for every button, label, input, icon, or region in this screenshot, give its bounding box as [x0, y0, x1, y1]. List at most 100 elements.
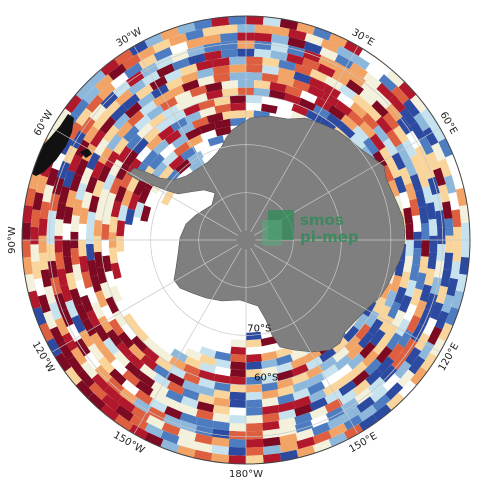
data-cell	[307, 372, 325, 387]
data-cell	[228, 455, 246, 464]
data-cell	[343, 40, 363, 56]
data-cell	[246, 331, 262, 341]
data-cell	[202, 34, 221, 45]
data-cell	[193, 441, 213, 453]
data-cell	[284, 92, 302, 105]
data-cell	[114, 185, 127, 203]
data-cell	[113, 137, 129, 155]
watermark-line1: smos	[300, 211, 344, 229]
data-cell	[451, 209, 462, 228]
data-cell	[99, 345, 117, 364]
data-cell	[72, 98, 90, 118]
data-cell	[291, 103, 309, 117]
data-cell	[401, 338, 418, 357]
data-cell	[347, 353, 365, 370]
data-cell	[327, 104, 346, 121]
data-cell	[136, 122, 154, 139]
data-cell	[70, 346, 88, 366]
data-cell	[409, 263, 420, 282]
data-cell	[122, 369, 141, 387]
data-cell	[153, 47, 173, 62]
data-cell	[193, 449, 213, 462]
data-cell	[413, 112, 430, 132]
data-cell	[324, 398, 343, 414]
data-cell	[403, 158, 418, 177]
data-cell	[387, 160, 402, 179]
data-cell	[432, 193, 444, 212]
data-cell	[212, 57, 230, 68]
data-cell	[246, 384, 263, 393]
data-cell	[88, 382, 107, 401]
data-cell	[418, 136, 434, 156]
data-cell	[286, 53, 305, 66]
data-cell	[402, 139, 418, 158]
data-cell	[394, 175, 407, 194]
data-cell	[424, 268, 436, 287]
data-cell	[386, 392, 405, 411]
data-cell	[171, 57, 190, 71]
data-cell	[343, 325, 360, 343]
data-cell	[196, 67, 215, 79]
data-cell	[24, 273, 37, 293]
data-cell	[94, 251, 104, 269]
data-cell	[64, 299, 79, 319]
data-cell	[438, 158, 452, 178]
data-cell	[50, 276, 62, 296]
data-cell	[100, 58, 120, 76]
data-cell	[327, 414, 346, 430]
data-cell	[127, 193, 140, 211]
data-cell	[336, 372, 355, 388]
data-cell	[157, 125, 175, 141]
data-cell	[358, 414, 378, 431]
data-cell	[352, 379, 371, 396]
data-cell	[187, 53, 206, 66]
data-cell	[293, 71, 312, 85]
data-cell	[418, 206, 429, 224]
data-cell	[165, 76, 184, 91]
data-cell	[277, 393, 295, 405]
data-cell	[72, 263, 83, 282]
data-cell	[37, 294, 51, 314]
data-cell	[229, 64, 246, 73]
data-cell	[74, 338, 91, 357]
data-cell	[123, 149, 139, 167]
data-cell	[379, 146, 395, 165]
data-cell	[149, 75, 168, 91]
data-cell	[197, 393, 215, 405]
data-cell	[437, 227, 446, 245]
data-cell	[42, 184, 54, 203]
data-cell	[121, 189, 134, 207]
data-cell	[30, 226, 39, 245]
data-cell	[391, 351, 408, 371]
data-cell	[446, 277, 459, 297]
data-cell	[254, 24, 273, 34]
data-cell	[364, 358, 382, 376]
data-cell	[203, 42, 222, 53]
data-cell	[253, 80, 271, 90]
data-cell	[372, 150, 388, 169]
longitude-label: 180°W	[229, 469, 263, 480]
data-cell	[187, 150, 204, 165]
data-cell	[106, 329, 123, 347]
data-cell	[33, 306, 47, 326]
data-cell	[160, 439, 180, 453]
data-cell	[199, 106, 217, 118]
data-cell	[349, 133, 366, 151]
data-cell	[361, 350, 379, 368]
data-cell	[213, 96, 231, 107]
data-cell	[277, 401, 296, 413]
data-cell	[112, 80, 131, 98]
data-cell	[372, 394, 391, 412]
data-cell	[312, 439, 332, 453]
data-cell	[80, 360, 98, 379]
data-cell	[420, 352, 437, 372]
data-cell	[183, 103, 201, 117]
data-cell	[101, 394, 120, 412]
data-cell	[372, 404, 392, 422]
data-cell	[436, 244, 446, 262]
data-cell	[229, 384, 246, 393]
data-cell	[103, 385, 123, 403]
data-cell	[399, 107, 417, 127]
meridian-line	[51, 127, 239, 236]
data-cell	[269, 81, 287, 93]
